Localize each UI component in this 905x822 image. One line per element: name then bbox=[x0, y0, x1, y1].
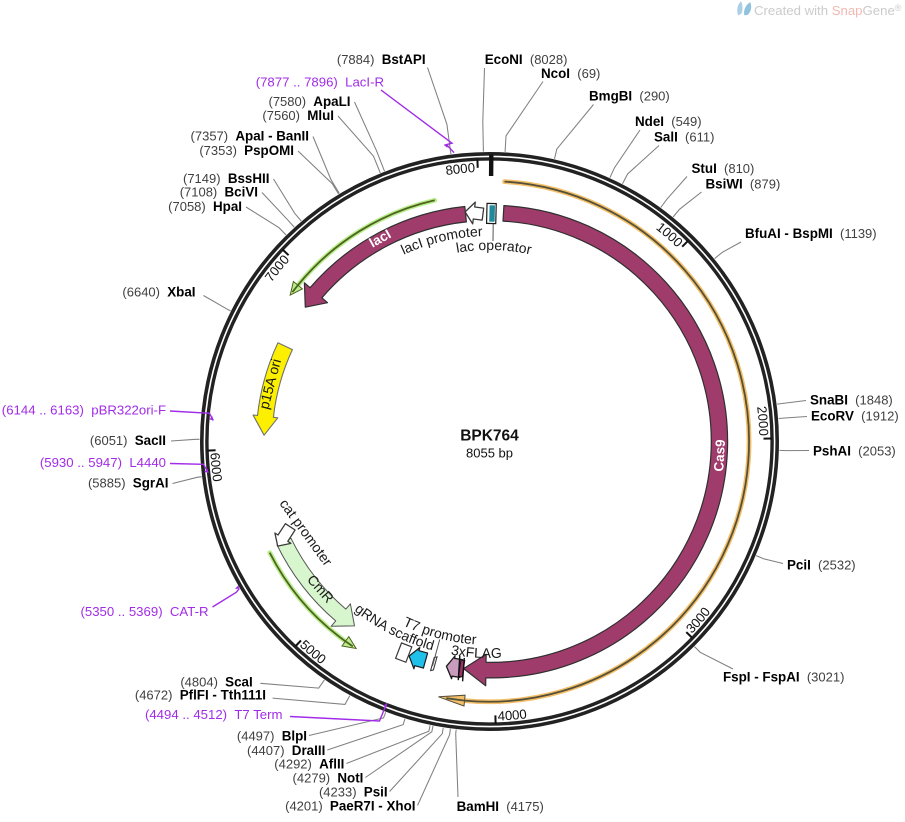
svg-text:BfuAI - BspMI (1139): BfuAI - BspMI (1139) bbox=[745, 226, 877, 241]
svg-text:(4407) DraIII: (4407) DraIII bbox=[247, 743, 325, 758]
svg-text:Created with SnapGene®: Created with SnapGene® bbox=[754, 3, 902, 18]
svg-text:PciI (2532): PciI (2532) bbox=[787, 558, 856, 573]
svg-text:(4672) PflFI - Tth111I: (4672) PflFI - Tth111I bbox=[135, 688, 266, 703]
svg-text:NcoI (69): NcoI (69) bbox=[541, 66, 600, 81]
svg-text:NdeI (549): NdeI (549) bbox=[635, 114, 702, 129]
svg-text:(6640) XbaI: (6640) XbaI bbox=[122, 285, 195, 300]
svg-text:2000: 2000 bbox=[754, 405, 771, 436]
svg-text:SalI (611): SalI (611) bbox=[654, 130, 714, 145]
svg-text:(7149) BssHII: (7149) BssHII bbox=[183, 171, 270, 186]
svg-text:6000: 6000 bbox=[207, 452, 225, 482]
svg-text:BPK764: BPK764 bbox=[460, 428, 519, 445]
svg-text:SnaBI (1848): SnaBI (1848) bbox=[810, 393, 893, 408]
svg-text:(4497) BlpI: (4497) BlpI bbox=[237, 729, 307, 744]
svg-text:PshAI (2053): PshAI (2053) bbox=[813, 444, 896, 459]
svg-text:EcoRV (1912): EcoRV (1912) bbox=[811, 409, 899, 424]
svg-text:8055 bp: 8055 bp bbox=[466, 446, 513, 461]
svg-text:BsiWI (879): BsiWI (879) bbox=[706, 177, 781, 192]
svg-text:(7357) ApaI - BanII: (7357) ApaI - BanII bbox=[191, 129, 309, 144]
svg-text:StuI (810): StuI (810) bbox=[692, 161, 755, 176]
svg-text:(7353) PspOMI: (7353) PspOMI bbox=[199, 143, 294, 158]
svg-text:(6051) SacII: (6051) SacII bbox=[90, 433, 166, 448]
svg-text:(7058) HpaI: (7058) HpaI bbox=[168, 199, 242, 214]
svg-text:BamHI (4175): BamHI (4175) bbox=[457, 799, 544, 814]
svg-text:(4233) PsiI: (4233) PsiI bbox=[319, 785, 388, 800]
svg-text:(5885) SgrAI: (5885) SgrAI bbox=[88, 476, 169, 491]
svg-text:FspI - FspAI (3021): FspI - FspAI (3021) bbox=[723, 670, 844, 685]
svg-text:(4804) ScaI: (4804) ScaI bbox=[180, 675, 252, 690]
svg-text:(7580) ApaLI: (7580) ApaLI bbox=[268, 94, 350, 109]
svg-text:(7108) BciVI: (7108) BciVI bbox=[180, 185, 258, 200]
svg-text:(7884) BstAPI: (7884) BstAPI bbox=[337, 52, 426, 67]
svg-text:4000: 4000 bbox=[497, 706, 527, 723]
svg-text:(5350 .. 5369) CAT-R: (5350 .. 5369) CAT-R bbox=[80, 604, 208, 619]
svg-text:(7560) MluI: (7560) MluI bbox=[262, 108, 334, 123]
svg-text:EcoNI (8028): EcoNI (8028) bbox=[485, 52, 568, 67]
svg-text:Cas9: Cas9 bbox=[711, 439, 728, 472]
svg-text:(7877 .. 7896) LacI-R: (7877 .. 7896) LacI-R bbox=[256, 75, 384, 90]
svg-text:(4292) AflII: (4292) AflII bbox=[274, 757, 344, 772]
svg-text:(5930 .. 5947) L4440: (5930 .. 5947) L4440 bbox=[40, 455, 166, 470]
svg-text:BmgBI (290): BmgBI (290) bbox=[589, 89, 670, 104]
svg-text:(4279) NotI: (4279) NotI bbox=[293, 771, 364, 786]
svg-text:(6144 .. 6163) pBR322ori-F: (6144 .. 6163) pBR322ori-F bbox=[2, 403, 166, 418]
svg-text:(4201) PaeR7I - XhoI: (4201) PaeR7I - XhoI bbox=[285, 799, 415, 814]
svg-text:(4494 .. 4512) T7 Term: (4494 .. 4512) T7 Term bbox=[145, 707, 283, 722]
